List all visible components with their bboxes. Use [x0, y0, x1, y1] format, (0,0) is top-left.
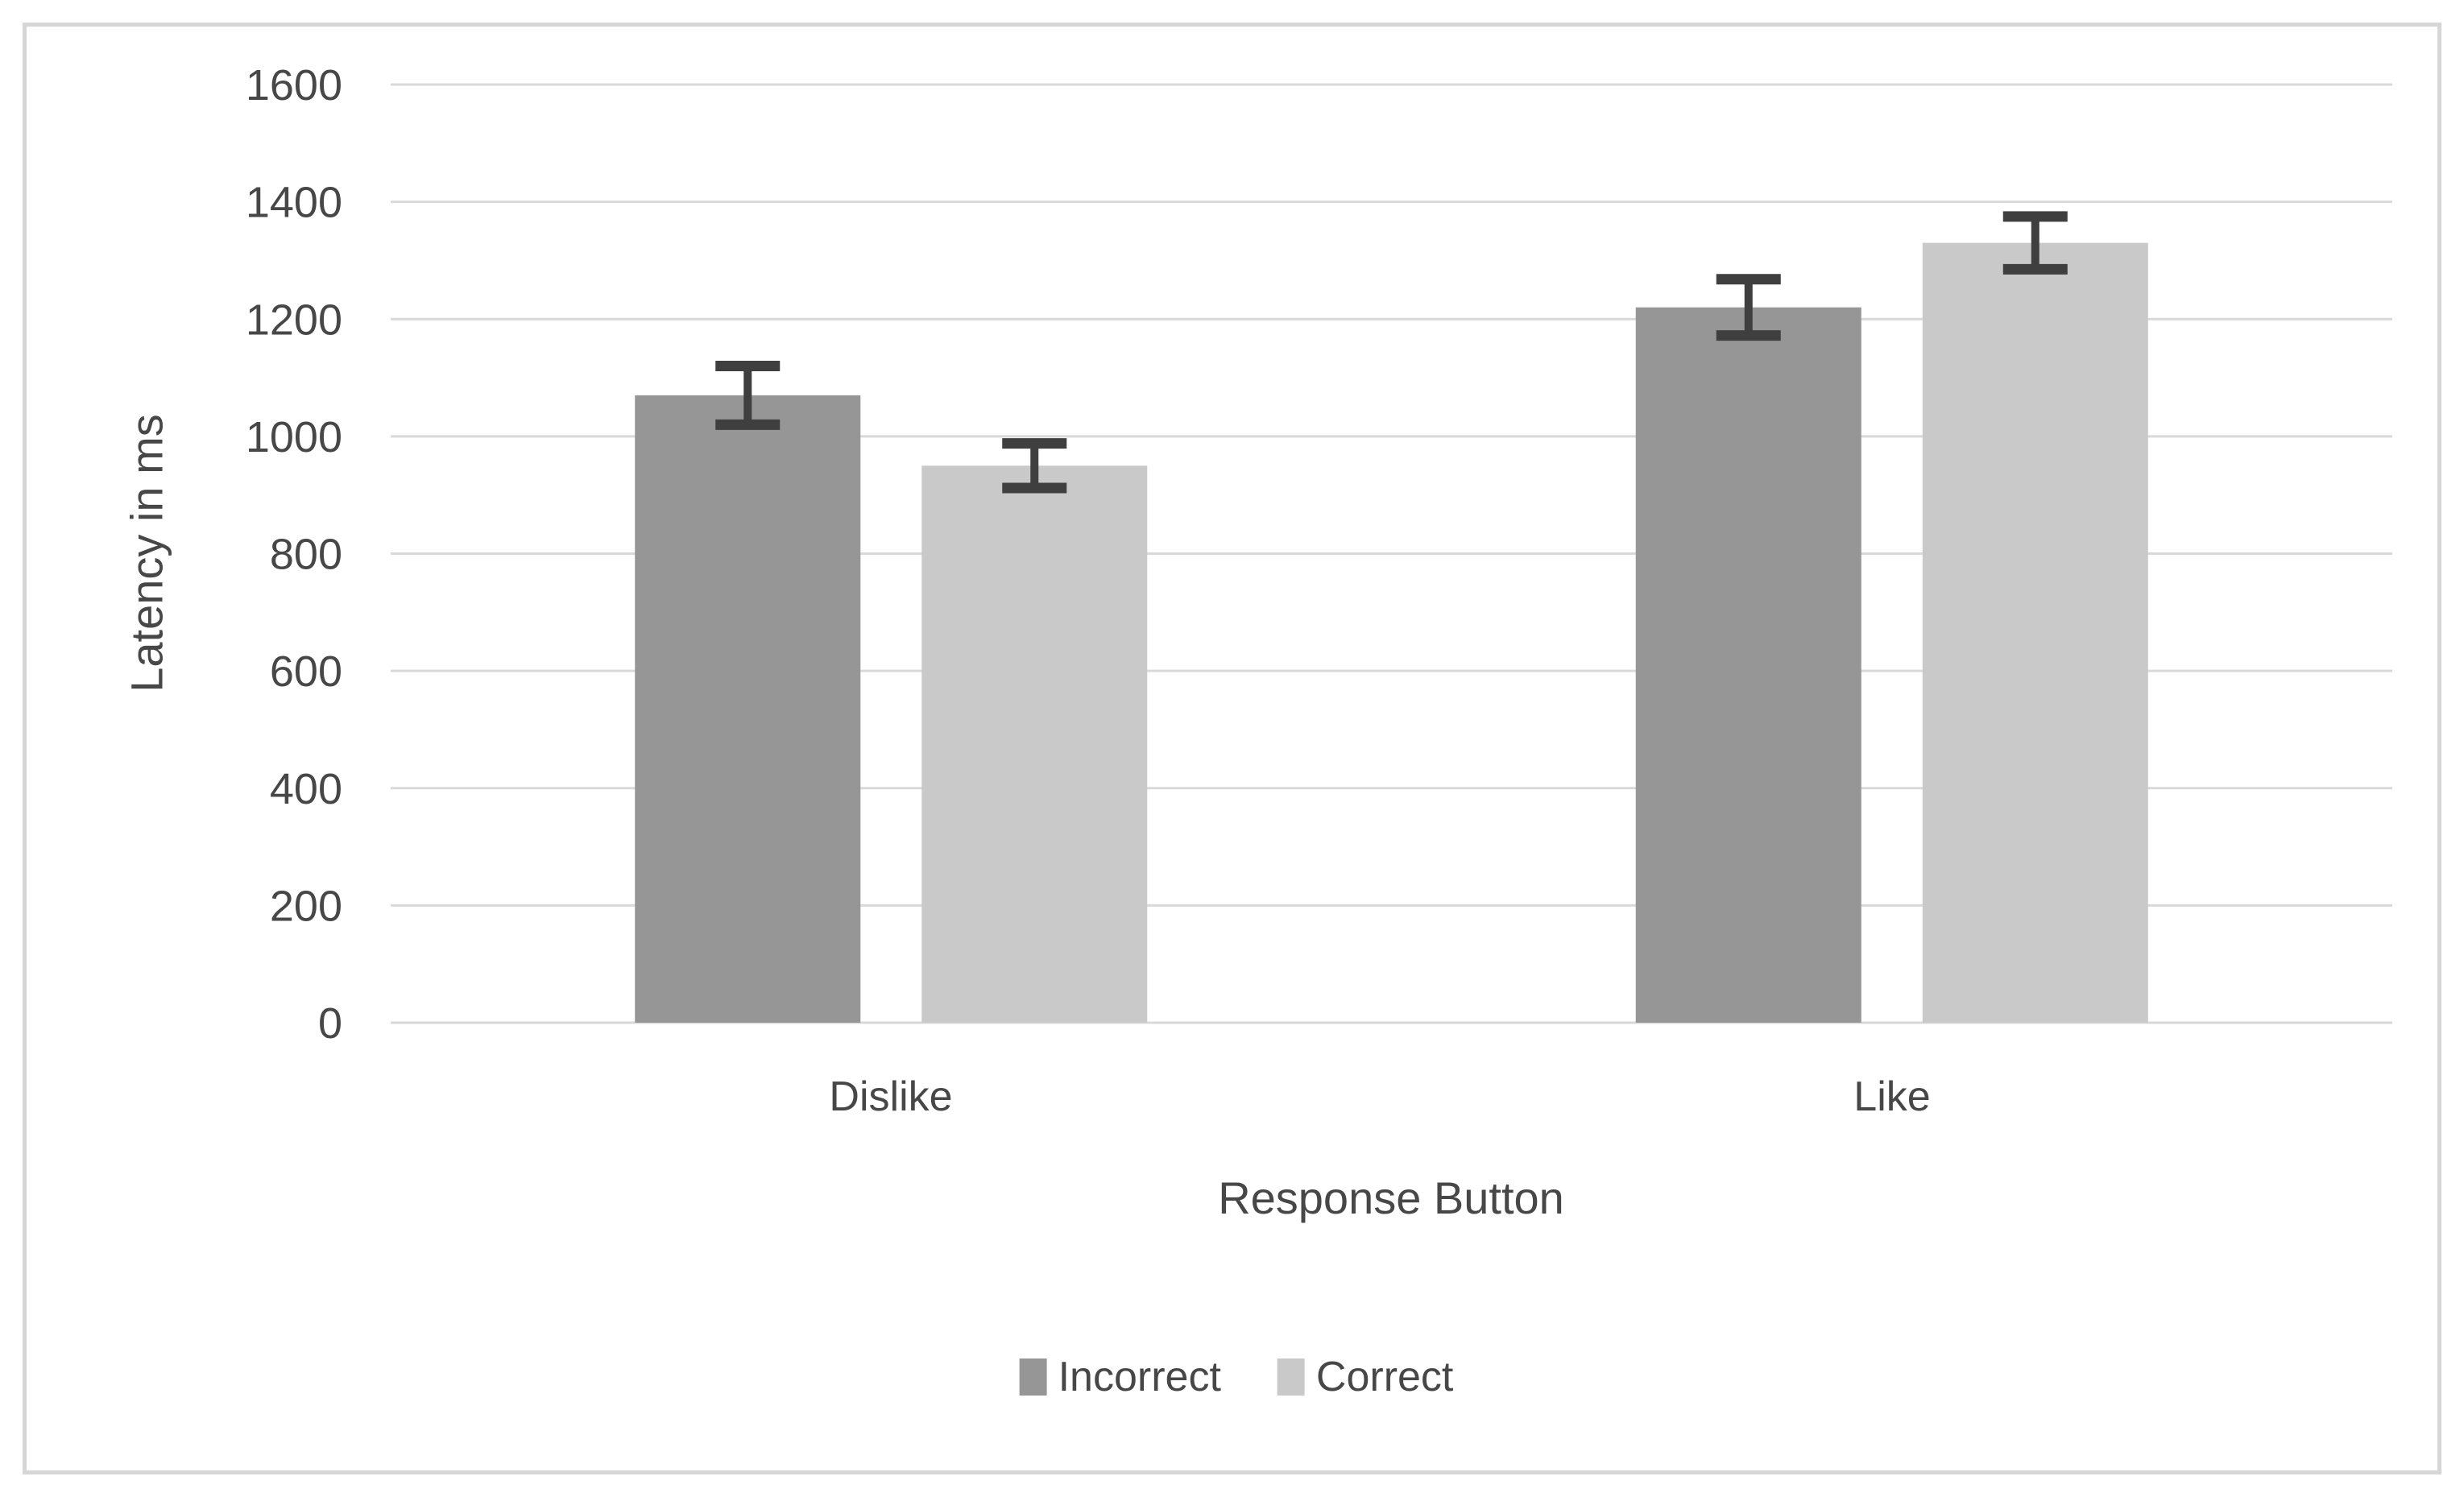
y-tick-label-800: 800: [270, 531, 342, 579]
y-tick-label-600: 600: [270, 647, 342, 696]
bar-like-incorrect: [1635, 307, 1861, 1023]
y-axis-title: Latency in ms: [121, 414, 172, 693]
x-tick-label-dislike: Dislike: [829, 1073, 953, 1120]
legend: Incorrect Correct: [1019, 1353, 1454, 1401]
legend-label-correct: Correct: [1315, 1354, 1454, 1400]
y-tick-label-0: 0: [318, 999, 342, 1048]
y-tick-label-1600: 1600: [246, 61, 342, 110]
x-tick-label-like: Like: [1853, 1073, 1931, 1120]
y-tick-label-1200: 1200: [246, 296, 342, 344]
legend-item-incorrect: Incorrect: [1019, 1353, 1221, 1401]
y-tick-label-200: 200: [270, 882, 342, 930]
legend-item-correct: Correct: [1277, 1353, 1454, 1401]
bar-dislike-correct: [921, 465, 1148, 1023]
legend-swatch-incorrect: [1019, 1358, 1047, 1396]
y-tick-label-1000: 1000: [246, 413, 342, 461]
x-axis-title: Response Button: [1218, 1172, 1564, 1223]
bar-dislike-incorrect: [635, 395, 861, 1023]
legend-swatch-correct: [1277, 1358, 1305, 1396]
y-tick-label-400: 400: [270, 765, 342, 813]
bar-like-correct: [1922, 242, 2148, 1023]
y-tick-label-1400: 1400: [246, 179, 342, 227]
legend-label-incorrect: Incorrect: [1058, 1354, 1221, 1400]
